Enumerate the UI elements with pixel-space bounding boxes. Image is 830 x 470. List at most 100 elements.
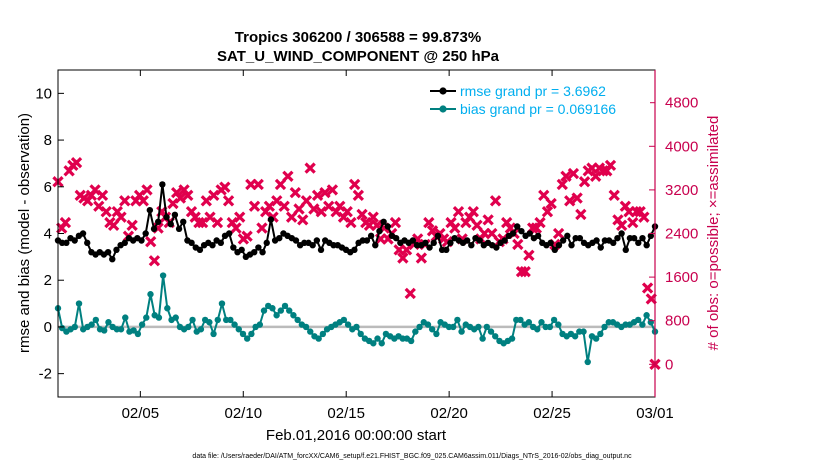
- series-bias-point: [273, 312, 280, 319]
- series-rmse-point: [409, 237, 417, 244]
- obs-assimilated-marker: [449, 222, 461, 234]
- series-rmse-point: [292, 237, 300, 244]
- series-rmse-point: [121, 239, 128, 247]
- obs-assimilated-marker: [478, 227, 491, 240]
- series-bias-point: [534, 326, 541, 333]
- series-rmse-point: [443, 246, 450, 254]
- series-rmse-point: [564, 232, 571, 240]
- series-rmse-point: [476, 237, 483, 244]
- series-bias-point: [643, 312, 650, 319]
- y-left-tick-label: 0: [44, 319, 52, 336]
- series-rmse-point: [426, 244, 433, 251]
- series-rmse-point: [79, 230, 87, 237]
- y-right-tick-label: 1600: [665, 269, 698, 286]
- series-bias-point: [634, 316, 642, 324]
- series-bias-point: [571, 333, 579, 340]
- series-bias-point: [639, 321, 646, 328]
- obs-assimilated-marker: [604, 159, 617, 172]
- series-bias-point: [197, 326, 205, 333]
- obs-assimilated-marker: [278, 200, 290, 212]
- series-bias-point: [294, 316, 301, 324]
- series-bias-point: [92, 316, 100, 324]
- obs-assimilated-marker: [415, 252, 428, 264]
- obs-assimilated-marker: [248, 200, 261, 212]
- series-bias-point: [71, 323, 79, 331]
- series-rmse-point: [317, 246, 325, 254]
- y-left-tick-label: 2: [44, 272, 52, 289]
- series-rmse-point: [610, 239, 617, 247]
- obs-assimilated-marker: [578, 176, 591, 188]
- series-rmse-point: [493, 244, 500, 251]
- series-bias-point: [525, 319, 533, 326]
- series-rmse-point: [351, 246, 358, 254]
- series-bias-point: [307, 328, 314, 335]
- series-rmse-point: [551, 246, 559, 254]
- y-axis-left: -2 0 2 4 6 8 10: [35, 85, 64, 383]
- obs-assimilated-marker: [397, 252, 409, 264]
- chart-title-line2: SAT_U_WIND_COMPONENT @ 250 hPa: [217, 48, 500, 65]
- obs-assimilated-marker: [556, 178, 568, 191]
- series-rmse-point: [534, 232, 542, 240]
- series-bias-point: [424, 321, 432, 328]
- obs-assimilated-marker: [404, 287, 416, 300]
- series-bias-point: [584, 358, 591, 366]
- series-rmse-point: [251, 248, 258, 256]
- series-rmse-point: [643, 241, 650, 249]
- obs-assimilated-marker: [393, 244, 405, 256]
- obs-assimilated-marker: [534, 216, 546, 229]
- y-left-tick-label: 10: [35, 85, 52, 102]
- obs-assimilated-marker: [482, 214, 494, 226]
- y-left-tick-label: 4: [44, 226, 52, 243]
- legend-label-rmse: rmse grand pr = 3.6962: [460, 83, 606, 99]
- x-tick-label: 02/20: [430, 405, 468, 422]
- obs-assimilated-marker: [145, 236, 157, 248]
- obs-assimilated-marker: [234, 211, 246, 223]
- series-bias-point: [206, 319, 213, 326]
- series-bias-point: [412, 328, 419, 335]
- series-bias-point: [353, 323, 360, 331]
- obs-assimilated-marker: [423, 216, 435, 229]
- obs-assimilated-marker: [256, 222, 268, 234]
- series-rmse-point: [313, 237, 321, 244]
- x-tick-label: 03/01: [636, 405, 674, 422]
- obs-assimilated-marker: [552, 227, 565, 240]
- series-bias-point: [428, 326, 436, 333]
- series-bias-point: [138, 321, 146, 328]
- series-bias-point: [454, 316, 461, 324]
- series-rmse-point: [167, 220, 174, 228]
- series-rmse-point: [175, 225, 183, 233]
- series-rmse-point: [635, 239, 642, 247]
- legend-marker-rmse: [439, 87, 447, 95]
- obs-assimilated-marker: [564, 195, 576, 207]
- obs-assimilated-marker: [638, 211, 650, 223]
- y-left-tick-label: -2: [39, 366, 52, 383]
- series-rmse-point: [463, 237, 471, 244]
- obs-assimilated-marker: [107, 219, 120, 231]
- series-bias-point: [105, 319, 112, 326]
- obs-assimilated-marker: [541, 206, 554, 218]
- obs-assimilated-marker: [567, 167, 580, 180]
- obs-assimilated-marker: [182, 189, 194, 202]
- series-rmse-point: [276, 234, 283, 242]
- obs-assimilated-marker: [471, 219, 483, 231]
- series-bias-point: [550, 316, 558, 324]
- series-bias-point: [302, 323, 310, 331]
- series-bias-point: [340, 316, 348, 324]
- series-rmse-point: [376, 227, 383, 235]
- series-bias-point: [592, 335, 600, 342]
- series-rmse-point: [238, 246, 245, 254]
- obs-assimilated-marker: [241, 230, 253, 242]
- series-bias-point: [479, 335, 486, 342]
- series-rmse-point: [501, 237, 508, 244]
- series-bias-point: [218, 300, 226, 307]
- obs-assimilated-marker: [452, 206, 465, 218]
- y-right-tick-label: 4800: [665, 95, 698, 112]
- obs-assimilated-marker: [560, 170, 572, 182]
- series-rmse-point: [614, 234, 621, 242]
- x-axis-label: Feb.01,2016 00:00:00 start: [266, 427, 447, 444]
- series-bias-point: [601, 323, 608, 331]
- series-rmse-point: [225, 230, 233, 237]
- obs-assimilated-marker: [367, 211, 379, 223]
- series-rmse-point: [559, 237, 567, 244]
- y-axis-right-label: # of obs: o=possible; ×=assimilated: [705, 116, 722, 351]
